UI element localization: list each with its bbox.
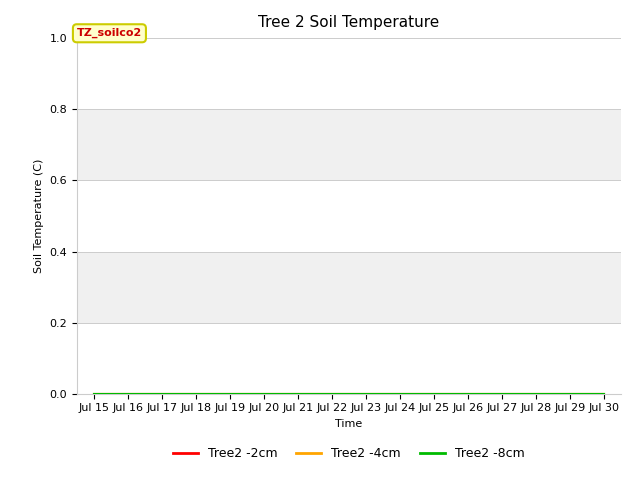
Bar [77,252,621,323]
Legend: Tree2 -2cm, Tree2 -4cm, Tree2 -8cm: Tree2 -2cm, Tree2 -4cm, Tree2 -8cm [168,443,529,466]
Title: Tree 2 Soil Temperature: Tree 2 Soil Temperature [258,15,440,30]
Text: TZ_soilco2: TZ_soilco2 [77,28,142,38]
Bar [77,180,621,252]
Y-axis label: Soil Temperature (C): Soil Temperature (C) [34,159,44,273]
Bar [77,323,621,394]
Bar [77,38,621,109]
X-axis label: Time: Time [335,419,362,429]
Bar [77,109,621,180]
